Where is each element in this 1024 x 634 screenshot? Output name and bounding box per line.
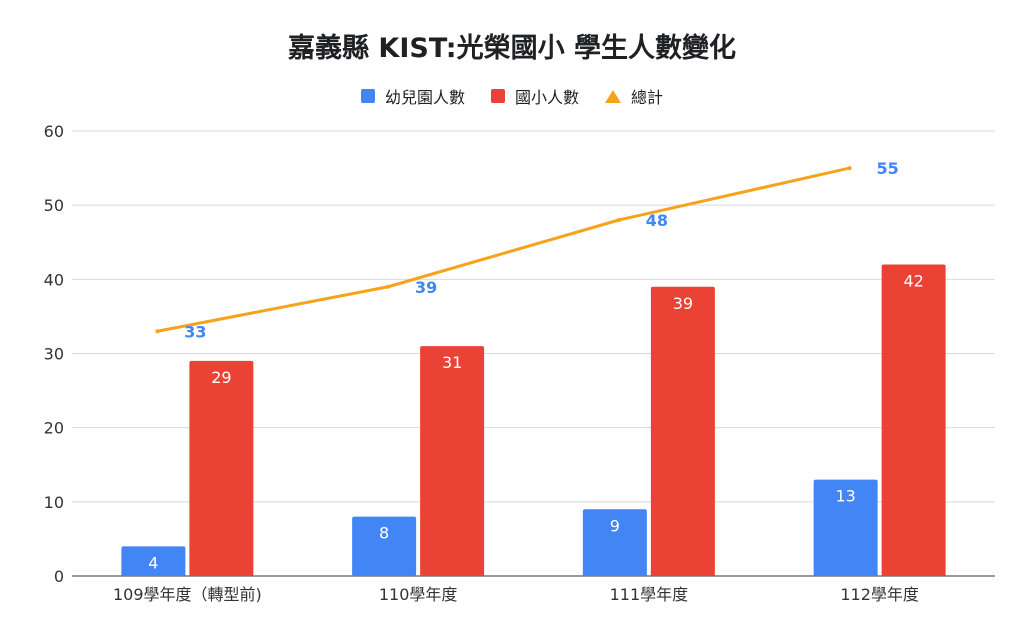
line-data-label: 33 <box>184 322 206 341</box>
legend-label-elementary: 國小人數 <box>514 88 579 107</box>
x-tick-label: 110學年度 <box>379 585 458 604</box>
bar-data-label: 42 <box>903 272 923 291</box>
legend-label-total: 總計 <box>631 88 664 107</box>
bar-data-label: 31 <box>442 353 462 372</box>
bar-data-label: 8 <box>379 524 389 543</box>
x-tick-label: 112學年度 <box>840 585 919 604</box>
line-data-label: 39 <box>415 278 437 297</box>
bar[interactable] <box>813 479 878 576</box>
bar-data-label: 4 <box>148 553 158 572</box>
bar[interactable] <box>352 516 417 576</box>
legend-swatch-elementary <box>490 89 505 103</box>
bar-data-label: 13 <box>835 487 855 506</box>
y-tick-label: 0 <box>54 567 64 586</box>
legend-label-kindergarten: 幼兒園人數 <box>384 88 465 107</box>
bar-data-label: 9 <box>610 516 620 535</box>
y-tick-label: 40 <box>44 270 64 289</box>
legend-item-total[interactable]: 總計 <box>605 84 663 108</box>
chart-title: 嘉義縣 KIST:光榮國小 學生人數變化 <box>288 33 736 64</box>
bar[interactable] <box>650 286 715 576</box>
line-point[interactable] <box>616 218 621 222</box>
bar[interactable] <box>582 509 647 576</box>
bar[interactable] <box>121 546 186 576</box>
line-point[interactable] <box>155 329 160 334</box>
total-series-line <box>157 166 850 333</box>
x-tick-label: 109學年度（轉型前) <box>113 585 262 604</box>
legend-item-kindergarten[interactable]: 幼兒園人數 <box>360 84 465 108</box>
legend-swatch-kindergarten <box>360 89 375 103</box>
bar[interactable] <box>189 360 254 576</box>
bar[interactable] <box>881 264 946 577</box>
line-point[interactable] <box>847 166 852 171</box>
y-tick-label: 30 <box>44 345 64 364</box>
legend-item-elementary[interactable]: 國小人數 <box>490 84 579 108</box>
bar[interactable] <box>420 346 485 576</box>
bar-data-label: 29 <box>211 368 231 387</box>
y-tick-label: 60 <box>44 122 64 141</box>
y-tick-label: 50 <box>44 196 64 215</box>
line-data-label: 55 <box>876 159 898 178</box>
bar-data-label: 39 <box>673 294 693 313</box>
line-point[interactable] <box>386 284 391 289</box>
line-data-label: 48 <box>646 211 668 230</box>
x-tick-label: 111學年度 <box>610 585 689 604</box>
legend: 幼兒園人數 國小人數 總計 <box>0 84 1024 108</box>
legend-triangle-icon <box>605 89 621 103</box>
y-tick-label: 10 <box>44 493 64 512</box>
y-tick-label: 20 <box>44 419 64 438</box>
